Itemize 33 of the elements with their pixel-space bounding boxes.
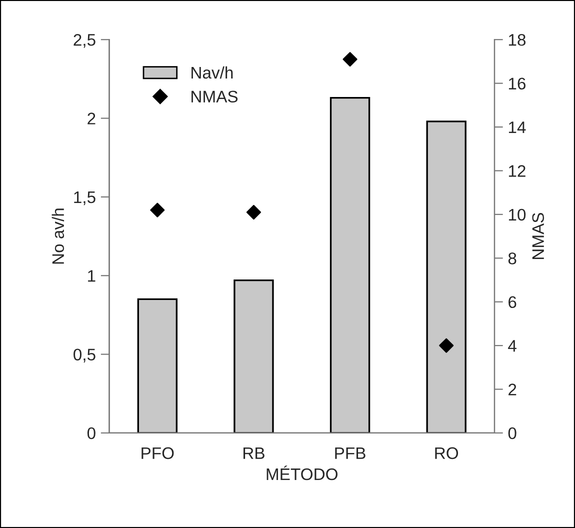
bar (330, 96, 370, 433)
y-tick-label: 2,5 (74, 34, 96, 48)
y-tick-label: 1,5 (74, 192, 96, 206)
point (342, 52, 358, 67)
y2-tick-label: 0 (508, 427, 516, 440)
x-tick-label: RO (435, 447, 458, 460)
x-tick-label: PFB (335, 447, 366, 459)
bar (234, 280, 274, 433)
point (439, 338, 454, 353)
y-tick-label: 0,5 (74, 348, 96, 362)
legend-label: NMAS (192, 90, 238, 103)
y2-tick-label: 12 (508, 165, 526, 177)
y2-axis-title: NMAS (532, 212, 544, 259)
y-tick-label: 1 (88, 270, 96, 282)
y-tick-label: 0 (87, 427, 96, 440)
y2-tick-label: 10 (508, 208, 526, 221)
point (246, 204, 262, 220)
legend-label: Nav/h (192, 66, 233, 79)
x-tick-label: RB (244, 447, 264, 459)
y2-tick-label: 6 (508, 296, 516, 308)
y2-tick-label: 2 (508, 384, 516, 396)
y2-tick-label: 8 (508, 252, 516, 264)
x-tick-label: PFO (142, 447, 174, 460)
y2-tick-label: 4 (508, 340, 516, 352)
y2-tick-label: 14 (508, 122, 526, 134)
y-axis-title: No av/h (52, 208, 64, 264)
y-tick-label: 2 (88, 112, 96, 124)
bar (137, 298, 178, 433)
y2-tick-label: 16 (508, 78, 526, 90)
point (150, 202, 165, 218)
x-axis-title: MÉTODO (266, 466, 338, 480)
bar (426, 120, 466, 433)
y2-tick-label: 18 (508, 34, 526, 46)
